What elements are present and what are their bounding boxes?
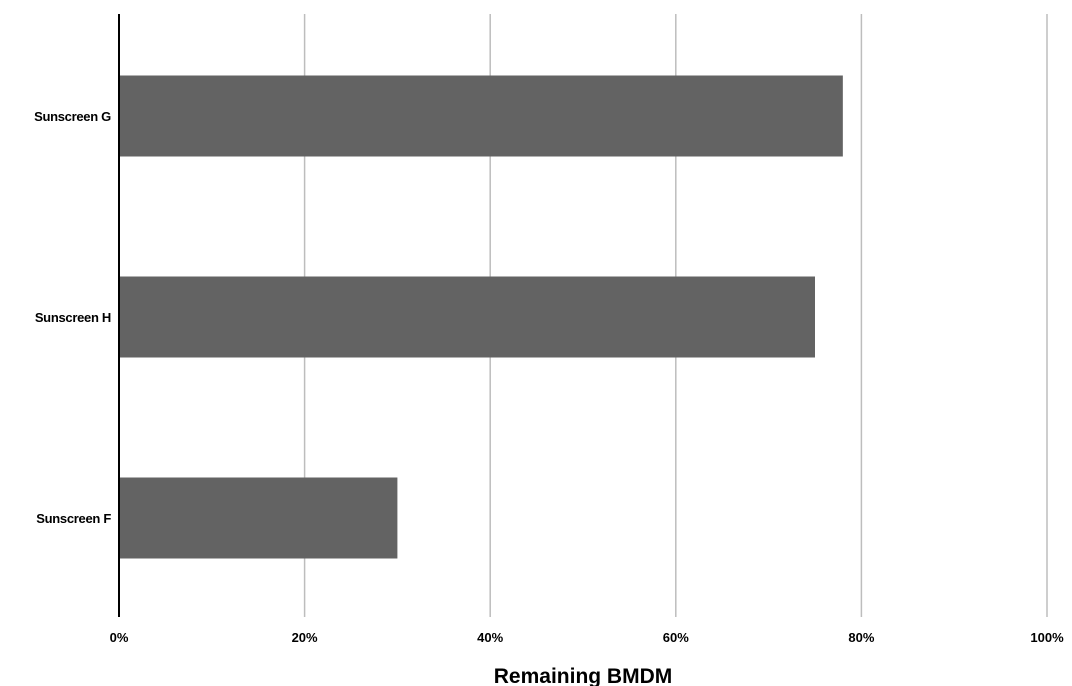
bar xyxy=(119,276,815,358)
x-tick-label: 100% xyxy=(1030,630,1064,645)
x-tick-label: 20% xyxy=(292,630,318,645)
bar xyxy=(119,477,398,559)
category-label: Sunscreen G xyxy=(34,109,111,124)
x-tick-label: 80% xyxy=(848,630,874,645)
bars xyxy=(119,75,843,559)
x-tick-labels: 0% 20% 40% 60% 80% 100% xyxy=(110,630,1064,645)
x-tick-label: 40% xyxy=(477,630,503,645)
bar xyxy=(119,75,843,157)
category-label: Sunscreen F xyxy=(36,511,111,526)
category-label: Sunscreen H xyxy=(35,310,111,325)
x-tick-label: 60% xyxy=(663,630,689,645)
x-tick-label: 0% xyxy=(110,630,129,645)
category-labels: Sunscreen G Sunscreen H Sunscreen F xyxy=(34,109,112,526)
x-axis-title: Remaining BMDM xyxy=(494,665,673,686)
